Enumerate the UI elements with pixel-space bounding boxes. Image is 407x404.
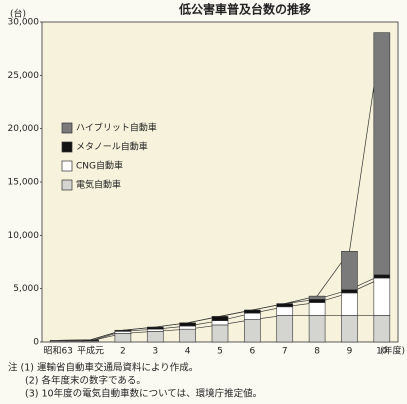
- bar-segment: [373, 32, 391, 276]
- bar-segment: [244, 309, 261, 314]
- x-axis-label: (年度): [380, 345, 405, 357]
- bar-segment: [49, 340, 67, 342]
- bar-segment: [341, 289, 358, 294]
- bar-segment: [341, 315, 358, 343]
- bar-segment: [146, 328, 164, 332]
- bar-segment: [114, 333, 132, 343]
- bar-segment: [179, 322, 196, 327]
- bar-segment: [82, 339, 99, 342]
- x-tick-label: 7: [282, 347, 288, 357]
- bar-segment: [114, 331, 132, 334]
- legend-swatch: [61, 160, 73, 172]
- legend-label: 電気自動車: [76, 179, 121, 191]
- x-tick-label: 6: [249, 347, 255, 357]
- legend-label: メタノール自動車: [76, 141, 148, 153]
- y-tick-label: 25,000: [8, 71, 40, 81]
- bar-segment: [244, 319, 261, 343]
- y-tick-label: 15,000: [8, 178, 40, 188]
- x-tick-label: 3: [152, 347, 158, 357]
- x-tick-label: 5: [217, 347, 223, 357]
- x-tick-label: 10: [376, 347, 388, 357]
- legend-label: ハイブリット自動車: [76, 122, 157, 134]
- legend-swatch: [61, 141, 73, 153]
- plot-area: [41, 21, 399, 343]
- y-axis-label: (台): [10, 8, 26, 20]
- bar-segment: [341, 251, 358, 291]
- bar-segment: [276, 306, 294, 316]
- legend-label: CNG自動車: [76, 160, 123, 172]
- bar-segment: [276, 303, 294, 308]
- x-tick-label: 4: [185, 347, 191, 357]
- bar-segment: [373, 315, 391, 343]
- x-tick-label: 平成元: [77, 345, 104, 357]
- bar-segment: [373, 277, 391, 316]
- bar-segment: [244, 312, 261, 320]
- y-tick-label: 20,000: [8, 124, 40, 134]
- bar-segment: [211, 324, 229, 343]
- x-tick-label: 昭和63: [43, 346, 72, 357]
- note: (2) 各年度末の数字である。: [25, 375, 146, 387]
- bar-segment: [308, 302, 326, 316]
- bar-segment: [276, 315, 294, 343]
- bar-segment: [179, 325, 196, 330]
- bar-segment: [146, 331, 164, 343]
- x-tick-label: 8: [314, 347, 320, 357]
- note: 注 (1) 運輸省自動車交通局資料により作成。: [8, 362, 198, 374]
- bar-segment: [373, 274, 391, 279]
- bar-segment: [179, 328, 196, 343]
- y-tick-label: 10,000: [8, 231, 40, 241]
- x-tick-label: 9: [347, 347, 353, 357]
- legend-swatch: [61, 179, 73, 191]
- bar-segment: [308, 315, 326, 343]
- bar-segment: [308, 295, 326, 300]
- bar-segment: [211, 320, 229, 326]
- bar-segment: [114, 329, 132, 332]
- x-tick-label: 2: [120, 347, 126, 357]
- bar-segment: [211, 316, 229, 321]
- y-tick-label: 5,000: [13, 284, 39, 294]
- bar-segment: [146, 326, 164, 330]
- y-tick-label: 0: [33, 338, 39, 348]
- y-tick-label: 30,000: [8, 18, 40, 28]
- bar-segment: [308, 299, 326, 303]
- legend-swatch: [61, 122, 73, 134]
- bar-segment: [341, 292, 358, 316]
- chart-title: 低公害車普及台数の推移: [178, 2, 311, 17]
- note: (3) 10年度の電気自動車数については、環境庁推定値。: [25, 388, 262, 400]
